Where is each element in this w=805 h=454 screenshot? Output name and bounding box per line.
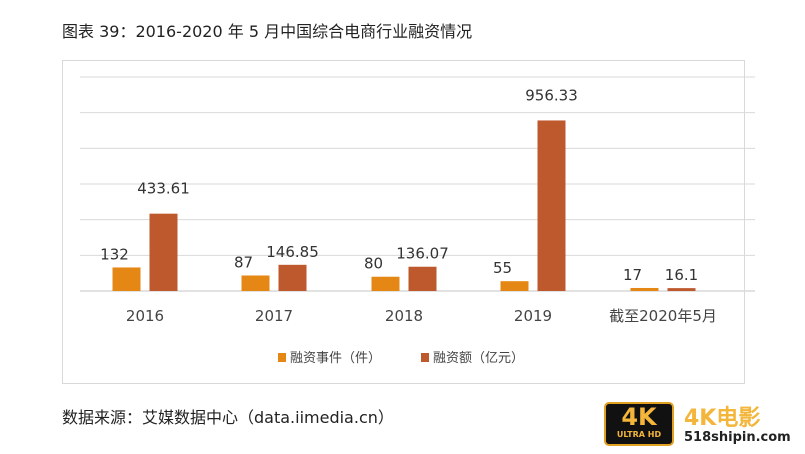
bar-amount bbox=[149, 213, 178, 291]
data-label: 17 bbox=[623, 266, 642, 284]
bar-events bbox=[241, 275, 270, 291]
badge-small-text: ULTRA HD bbox=[616, 430, 662, 439]
legend-label: 融资事件（件） bbox=[290, 351, 381, 366]
bar-events bbox=[371, 276, 400, 291]
data-label: 433.61 bbox=[137, 180, 190, 198]
legend-swatch bbox=[421, 353, 429, 362]
watermark-logo: 4K ULTRA HD 4K电影 518shipin.com bbox=[604, 400, 804, 450]
x-tick-label: 2018 bbox=[385, 307, 423, 325]
legend-swatch bbox=[278, 353, 286, 362]
data-label: 146.85 bbox=[266, 243, 319, 261]
legend-label: 融资额（亿元） bbox=[433, 351, 524, 366]
data-label: 80 bbox=[364, 255, 383, 273]
chart-title: 图表 39：2016-2020 年 5 月中国综合电商行业融资情况 bbox=[62, 22, 473, 41]
bar-amount bbox=[408, 266, 437, 291]
data-label: 136.07 bbox=[396, 245, 449, 263]
x-tick-label: 2019 bbox=[514, 307, 552, 325]
data-label: 87 bbox=[234, 253, 253, 271]
source-note: 数据来源：艾媒数据中心（data.iimedia.cn） bbox=[62, 408, 394, 427]
bar-amount bbox=[278, 264, 307, 291]
data-label: 55 bbox=[493, 259, 512, 277]
data-label: 956.33 bbox=[525, 86, 578, 104]
badge-big-text: 4K bbox=[621, 403, 657, 431]
data-label: 132 bbox=[100, 245, 129, 263]
x-tick-label: 2016 bbox=[126, 307, 164, 325]
bar-amount bbox=[537, 120, 566, 291]
bar-events bbox=[630, 287, 659, 291]
brand-text: 4K电影 bbox=[684, 406, 761, 431]
chart-frame bbox=[62, 60, 745, 384]
data-label: 16.1 bbox=[665, 266, 698, 284]
bar-amount bbox=[667, 288, 696, 291]
x-tick-label: 截至2020年5月 bbox=[609, 307, 717, 325]
4k-badge-logo: 4K ULTRA HD bbox=[604, 402, 674, 446]
x-tick-label: 2017 bbox=[255, 307, 293, 325]
bar-events bbox=[112, 267, 141, 291]
bar-events bbox=[500, 281, 529, 291]
brand-url: 518shipin.com bbox=[684, 430, 791, 445]
